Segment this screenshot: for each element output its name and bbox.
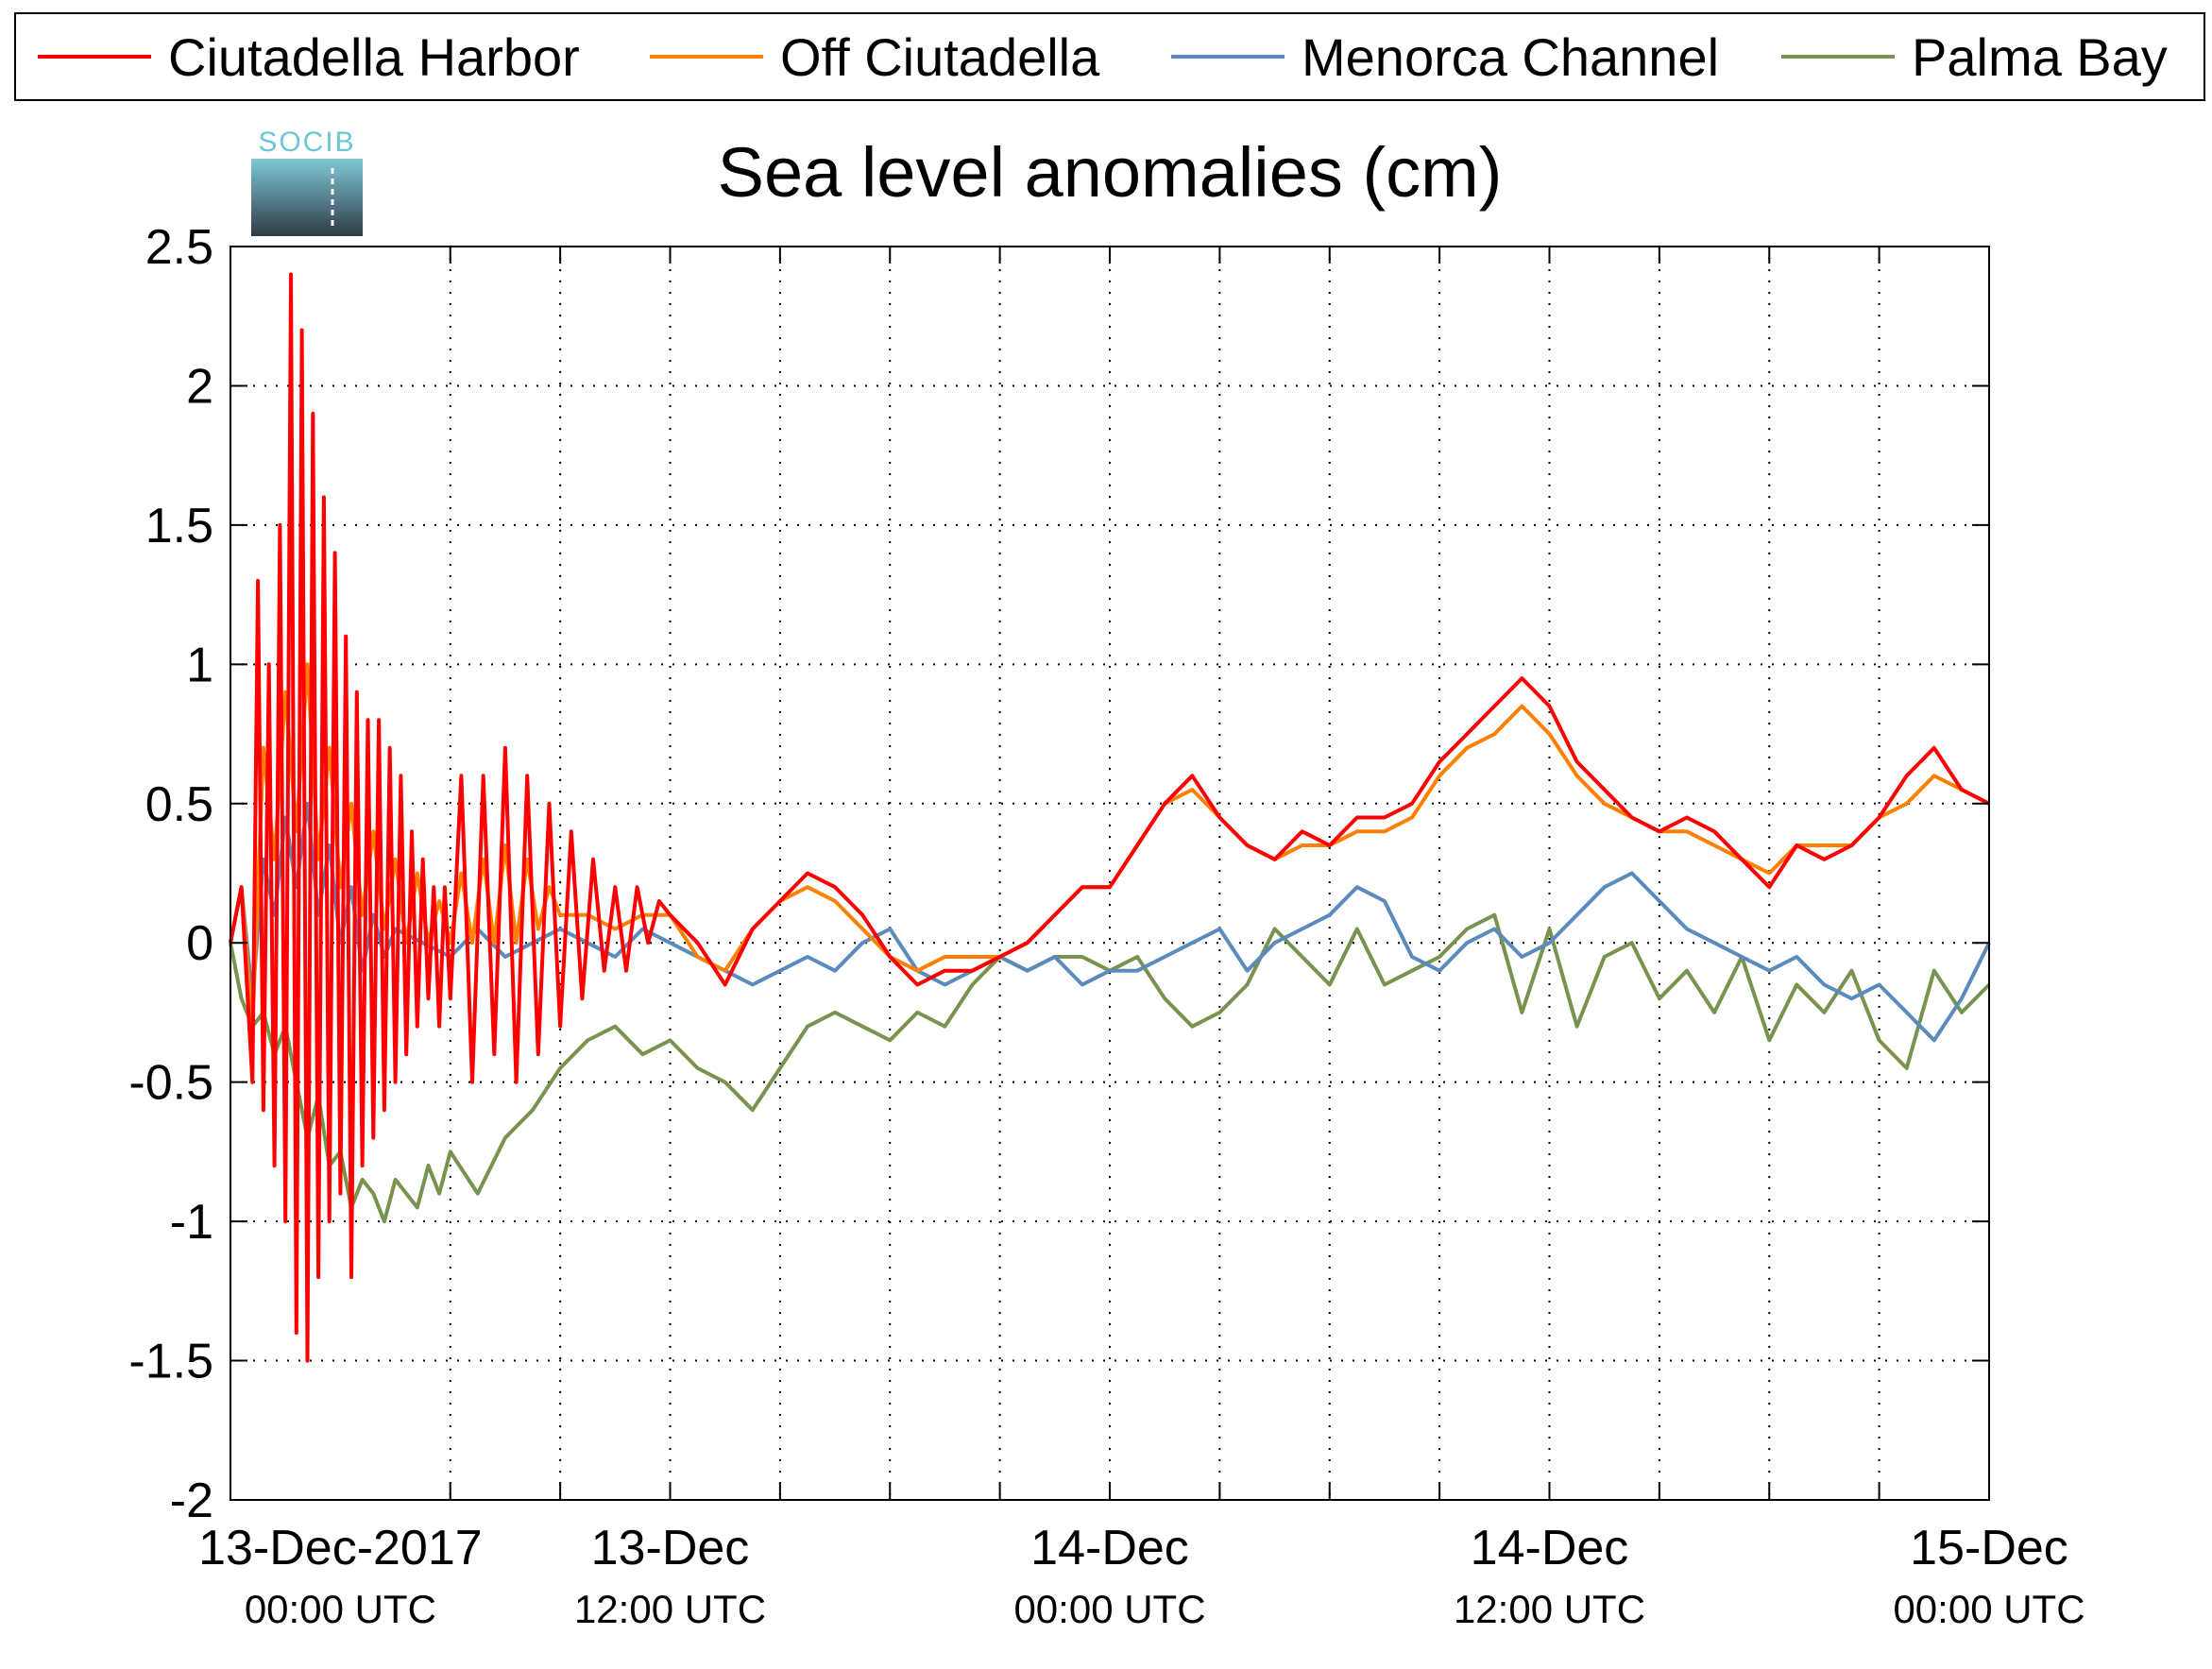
y-tick-label: 2 xyxy=(186,359,213,414)
chart-title: Sea level anomalies (cm) xyxy=(718,133,1503,212)
y-tick-label: 0.5 xyxy=(145,777,213,832)
y-tick-label: 1 xyxy=(186,638,213,692)
axis-ticks xyxy=(230,246,1989,1501)
grid xyxy=(230,247,1989,1500)
legend-label-palma-bay: Palma Bay xyxy=(1912,27,2168,87)
x-tick-label-date: 15-Dec xyxy=(1910,1521,2068,1575)
legend-label-menorca-channel: Menorca Channel xyxy=(1302,27,1719,87)
y-tick-label: 2.5 xyxy=(145,220,213,275)
y-tick-label: -0.5 xyxy=(128,1056,213,1111)
y-axis-labels: -2 -1.5 -1 -0.5 0 0.5 1 1.5 2 2.5 xyxy=(128,220,213,1528)
y-tick-label: -1.5 xyxy=(128,1335,213,1389)
legend-label-ciutadella-harbor: Ciutadella Harbor xyxy=(168,27,580,87)
series-line-ciutadella-harbor xyxy=(229,272,1990,1363)
x-tick-label-time: 00:00 UTC xyxy=(1013,1587,1205,1631)
socib-logo-text: SOCIB xyxy=(258,127,355,158)
x-tick-label-time: 00:00 UTC xyxy=(245,1587,436,1631)
x-tick-label-date: 13-Dec xyxy=(591,1521,750,1575)
x-tick-label-time: 00:00 UTC xyxy=(1893,1587,2084,1631)
y-tick-label: -1 xyxy=(170,1195,213,1250)
series-layer xyxy=(229,272,1991,1363)
x-tick-label-date: 14-Dec xyxy=(1030,1521,1189,1575)
socib-logo-block xyxy=(251,159,363,236)
legend-label-off-ciutadella: Off Ciutadella xyxy=(780,27,1100,87)
y-tick-label: 1.5 xyxy=(145,499,213,553)
socib-logo: SOCIB xyxy=(251,127,363,236)
x-tick-label-date: 14-Dec xyxy=(1471,1521,1629,1575)
series-line-palma-bay xyxy=(229,912,1991,1224)
x-axis-labels: 13-Dec-2017 00:00 UTC 13-Dec 12:00 UTC 14-De… xyxy=(198,1521,2084,1631)
x-tick-label-date: 13-Dec-2017 xyxy=(198,1521,483,1575)
x-tick-label-time: 12:00 UTC xyxy=(574,1587,766,1631)
y-tick-label: -2 xyxy=(170,1473,213,1528)
legend: Ciutadella Harbor Off Ciutadella Menorca C… xyxy=(14,12,2205,101)
x-tick-label-time: 12:00 UTC xyxy=(1454,1587,1645,1631)
plot-area xyxy=(230,247,1989,1500)
y-tick-label: 0 xyxy=(186,916,213,971)
